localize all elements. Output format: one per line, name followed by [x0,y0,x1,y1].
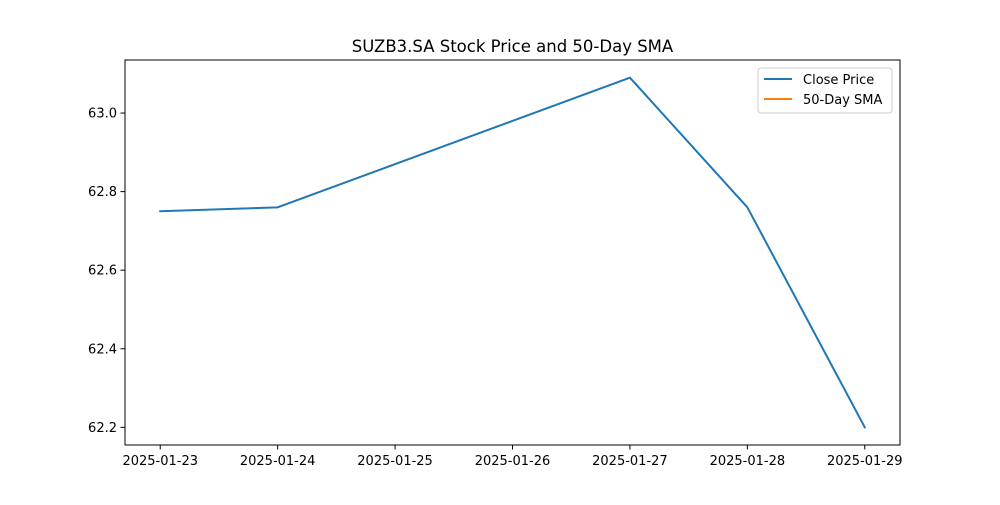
chart-title: SUZB3.SA Stock Price and 50-Day SMA [352,37,674,56]
x-tick-label: 2025-01-26 [475,454,551,469]
x-tick-label: 2025-01-23 [122,454,198,469]
y-tick-label: 62.4 [88,342,117,357]
legend-label-close-price: Close Price [803,73,874,88]
x-tick-label: 2025-01-24 [240,454,316,469]
x-tick-label: 2025-01-25 [357,454,433,469]
y-tick-label: 62.8 [88,185,117,200]
plot-area: 2025-01-23 2025-01-24 2025-01-25 2025-01-26… [88,76,903,469]
y-tick-label: 62.6 [88,264,117,279]
legend-label-50-day-sma: 50-Day SMA [803,93,883,108]
series-line-close-price [159,76,867,429]
legend: Close Price 50-Day SMA [757,67,893,114]
axes-frame [124,59,901,446]
y-tick-label: 62.2 [88,421,117,436]
x-tick-label: 2025-01-27 [592,454,668,469]
x-tick-label: 2025-01-28 [710,454,786,469]
x-tick-label: 2025-01-29 [827,454,903,469]
y-tick-label: 63.0 [88,107,117,122]
